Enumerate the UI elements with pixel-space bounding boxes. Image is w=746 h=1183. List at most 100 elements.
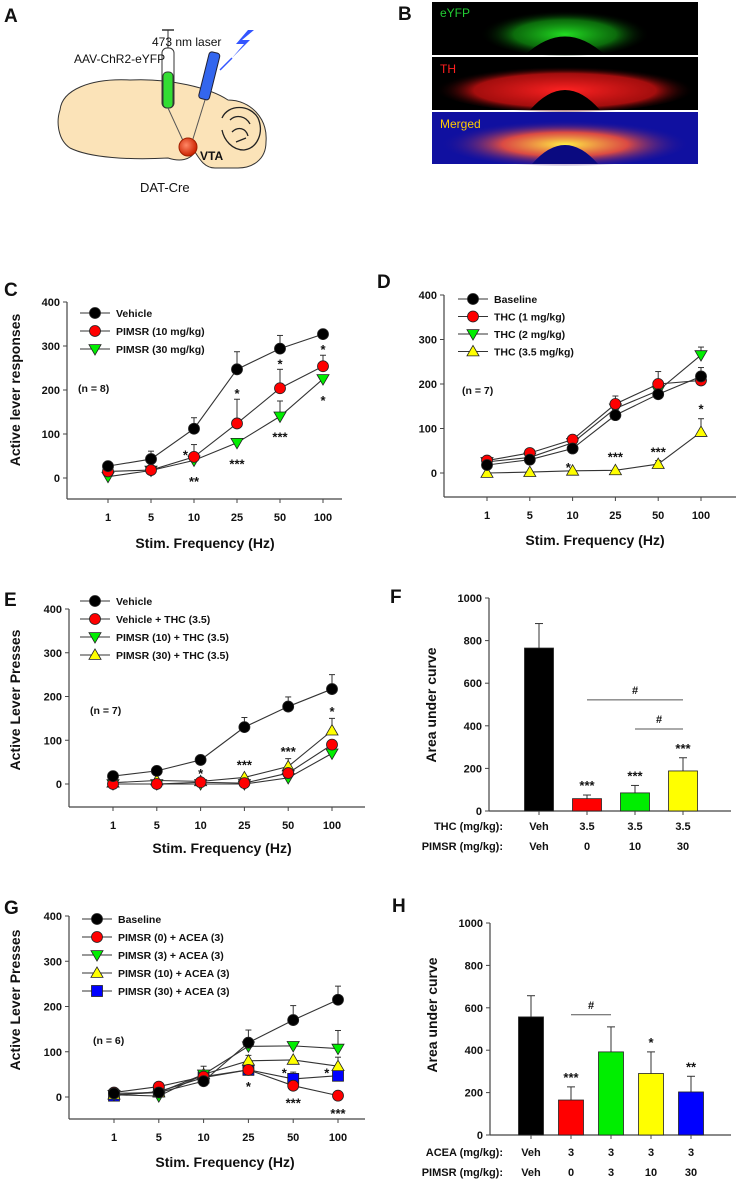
series-line	[113, 999, 339, 1094]
x-tick-label: 100	[323, 820, 341, 832]
data-point	[332, 1089, 344, 1102]
x-tick-label: 100	[692, 510, 710, 522]
significance-marker: *	[277, 356, 283, 371]
significance-marker: ***	[237, 757, 253, 772]
significance-marker: *	[324, 1066, 330, 1081]
sample-size-note: (n = 6)	[93, 1035, 124, 1047]
chart-panel-g: G 0 100 200 300 400 1 5 10 25 50 100 Stim. Frequency…	[4, 898, 365, 1170]
legend-entry: THC (1 mg/kg)	[494, 312, 565, 324]
y-tick-label: 200	[44, 1002, 62, 1014]
x-tick-label: 1	[484, 510, 490, 522]
treatment-dose: 10	[645, 1167, 657, 1179]
data-point	[609, 398, 622, 410]
data-point	[107, 770, 119, 783]
x-tick-label: 100	[314, 512, 332, 524]
x-tick-label: 1	[111, 1132, 117, 1144]
x-axis-label: Stim. Frequency (Hz)	[525, 532, 664, 548]
panel-label-f: F	[390, 587, 402, 608]
x-tick-label: 50	[287, 1132, 299, 1144]
legend-entry: Vehicle	[116, 596, 152, 608]
series-2	[107, 1029, 345, 1103]
series-3	[106, 717, 339, 788]
data-point	[286, 1041, 300, 1053]
treatment-dose: 0	[568, 1167, 574, 1179]
bar	[518, 1016, 544, 1136]
data-point	[317, 328, 329, 341]
treatment-dose: Veh	[521, 1167, 541, 1179]
data-point	[150, 778, 163, 790]
treatment-dose: 3	[608, 1147, 614, 1159]
y-tick-label: 300	[419, 335, 437, 347]
chart-panel-c: C 0 100 200 300 400 1 5 10 25 50 100 Stim. Frequency…	[4, 280, 342, 551]
significance-marker: ***	[563, 1070, 579, 1085]
data-point	[197, 1075, 210, 1088]
y-tick-label: 0	[476, 806, 482, 818]
micrograph-label: Merged	[440, 117, 481, 131]
data-point	[238, 777, 251, 790]
comparison-marker: #	[632, 685, 638, 697]
bar	[558, 1099, 584, 1136]
comparison-marker: #	[588, 1000, 594, 1012]
laser-bolt-icon	[232, 30, 254, 58]
y-tick-label: 400	[42, 297, 60, 309]
data-point	[231, 363, 243, 376]
series-line	[112, 688, 333, 777]
treatment-dose: 3	[608, 1167, 614, 1179]
significance-marker: ***	[281, 744, 297, 759]
significance-marker: *	[198, 766, 204, 781]
data-point	[286, 1053, 300, 1065]
treatment-dose: Veh	[529, 841, 549, 853]
data-point	[566, 442, 579, 455]
y-tick-label: 800	[465, 960, 483, 972]
x-tick-label: 50	[274, 512, 286, 524]
data-point	[332, 993, 344, 1006]
y-tick-label: 200	[464, 763, 482, 775]
data-point	[331, 1059, 345, 1072]
data-point	[282, 767, 295, 779]
treatment-dose: 3.5	[627, 821, 642, 833]
significance-marker: ***	[608, 450, 624, 465]
series-line	[113, 1045, 339, 1097]
series-line	[486, 375, 702, 466]
panel-label-b: B	[398, 4, 412, 25]
x-tick-label: 5	[154, 820, 160, 832]
series-line	[113, 1069, 339, 1097]
data-point	[194, 754, 207, 766]
significance-marker: ***	[272, 429, 288, 444]
x-tick-label: 25	[242, 1132, 254, 1144]
treatment-dose: 3.5	[675, 821, 690, 833]
x-axis-label: Stim. Frequency (Hz)	[135, 535, 274, 551]
legend-entry: PIMSR (3) + ACEA (3)	[118, 950, 224, 962]
y-tick-label: 0	[54, 473, 60, 485]
y-tick-label: 200	[419, 379, 437, 391]
series-line	[107, 365, 324, 472]
cerebellum-icon	[221, 106, 261, 151]
significance-marker: ***	[675, 741, 691, 756]
significance-marker: ***	[229, 457, 245, 472]
data-point	[91, 913, 103, 925]
data-point	[325, 723, 339, 736]
series-2	[101, 374, 330, 484]
legend-entry: PIMSR (10 mg/kg)	[116, 326, 205, 338]
data-point	[89, 613, 101, 625]
treatment-row-label: PIMSR (mg/kg):	[422, 1167, 503, 1179]
data-point	[90, 950, 104, 962]
y-tick-label: 200	[465, 1088, 483, 1100]
y-tick-label: 600	[465, 1003, 483, 1015]
treatment-dose: 10	[629, 841, 641, 853]
y-tick-label: 1000	[459, 918, 483, 930]
bar	[668, 770, 698, 812]
legend-entry: Vehicle + THC (3.5)	[116, 614, 210, 626]
significance-marker: *	[648, 1035, 654, 1050]
data-point	[287, 1014, 300, 1026]
significance-marker: *	[329, 704, 335, 719]
data-point	[331, 1043, 345, 1056]
x-tick-label: 5	[527, 510, 533, 522]
treatment-dose: 3	[568, 1147, 574, 1159]
micrograph-label: TH	[440, 62, 456, 76]
data-point	[150, 764, 163, 777]
data-point	[108, 1087, 120, 1100]
sample-size-note: (n = 7)	[462, 385, 493, 397]
